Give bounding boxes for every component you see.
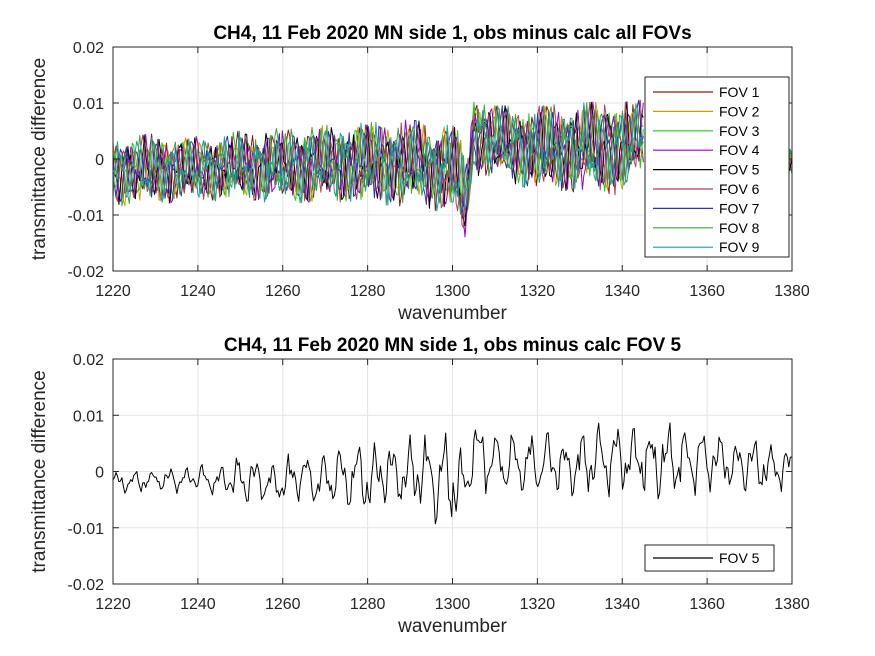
y-tick-label: -0.02 [68, 264, 105, 281]
y-tick-label: 0.02 [73, 40, 104, 57]
legend-entry: FOV 9 [719, 239, 760, 255]
y-tick-label: -0.01 [68, 208, 105, 225]
legend-entry: FOV 4 [719, 142, 760, 158]
x-tick-label: 1380 [774, 596, 810, 613]
x-tick-label: 1280 [350, 283, 386, 300]
y-tick-label: 0 [95, 152, 104, 169]
legend-entry: FOV 1 [719, 84, 760, 100]
legend-entry: FOV 2 [719, 103, 760, 119]
chart-title: CH4, 11 Feb 2020 MN side 1, obs minus ca… [213, 23, 691, 44]
legend-entry: FOV 5 [719, 550, 760, 566]
x-axis-label: wavenumber [397, 303, 507, 324]
x-tick-label: 1280 [350, 596, 386, 613]
x-tick-label: 1240 [180, 283, 216, 300]
y-tick-label: -0.01 [68, 521, 105, 538]
y-tick-label: 0 [95, 465, 104, 482]
legend-entry: FOV 5 [719, 162, 760, 178]
x-tick-label: 1320 [520, 596, 556, 613]
x-tick-label: 1300 [435, 283, 471, 300]
x-tick-label: 1340 [604, 283, 640, 300]
x-tick-label: 1380 [774, 283, 810, 300]
x-tick-label: 1240 [180, 596, 216, 613]
panel-2: 1220 1240 1260 1280 1300 1320 1340 1360 1380 -0.0… [29, 335, 810, 637]
plot-area [113, 422, 792, 525]
x-tick-label: 1300 [435, 596, 471, 613]
x-tick-label: 1340 [604, 596, 640, 613]
y-axis-label: transmittance difference [29, 370, 50, 572]
legend: FOV 5 [644, 544, 775, 572]
chart-title: CH4, 11 Feb 2020 MN side 1, obs minus ca… [224, 335, 682, 356]
series-line-fov-5 [113, 422, 792, 525]
series-line-fov-8 [113, 102, 644, 215]
legend-entry: FOV 3 [719, 123, 760, 139]
x-tick-label: 1220 [95, 596, 131, 613]
x-tick-label: 1260 [265, 283, 301, 300]
y-axis-label: transmittance difference [29, 58, 50, 260]
legend-entry: FOV 8 [719, 220, 760, 236]
legend-entry: FOV 7 [719, 200, 760, 216]
x-tick-label: 1320 [520, 283, 556, 300]
x-axis-label: wavenumber [397, 616, 507, 637]
y-tick-label: 0.01 [73, 96, 104, 113]
legend: FOV 1 FOV 2 FOV 3 FOV 4 FOV 5 FOV 6 FOV 7 FOV 8… [644, 76, 790, 258]
y-tick-label: 0.02 [73, 352, 104, 369]
y-tick-label: 0.01 [73, 408, 104, 425]
x-tick-label: 1220 [95, 283, 131, 300]
series-line-fov-9 [113, 102, 644, 212]
x-tick-label: 1260 [265, 596, 301, 613]
x-tick-label: 1360 [689, 596, 725, 613]
legend-box [644, 76, 790, 258]
x-tick-label: 1360 [689, 283, 725, 300]
panel-1: 1220 1240 1260 1280 1300 1320 1340 1360 1380 -0.0… [29, 23, 810, 324]
legend-entry: FOV 6 [719, 181, 760, 197]
y-tick-label: -0.02 [68, 577, 105, 594]
